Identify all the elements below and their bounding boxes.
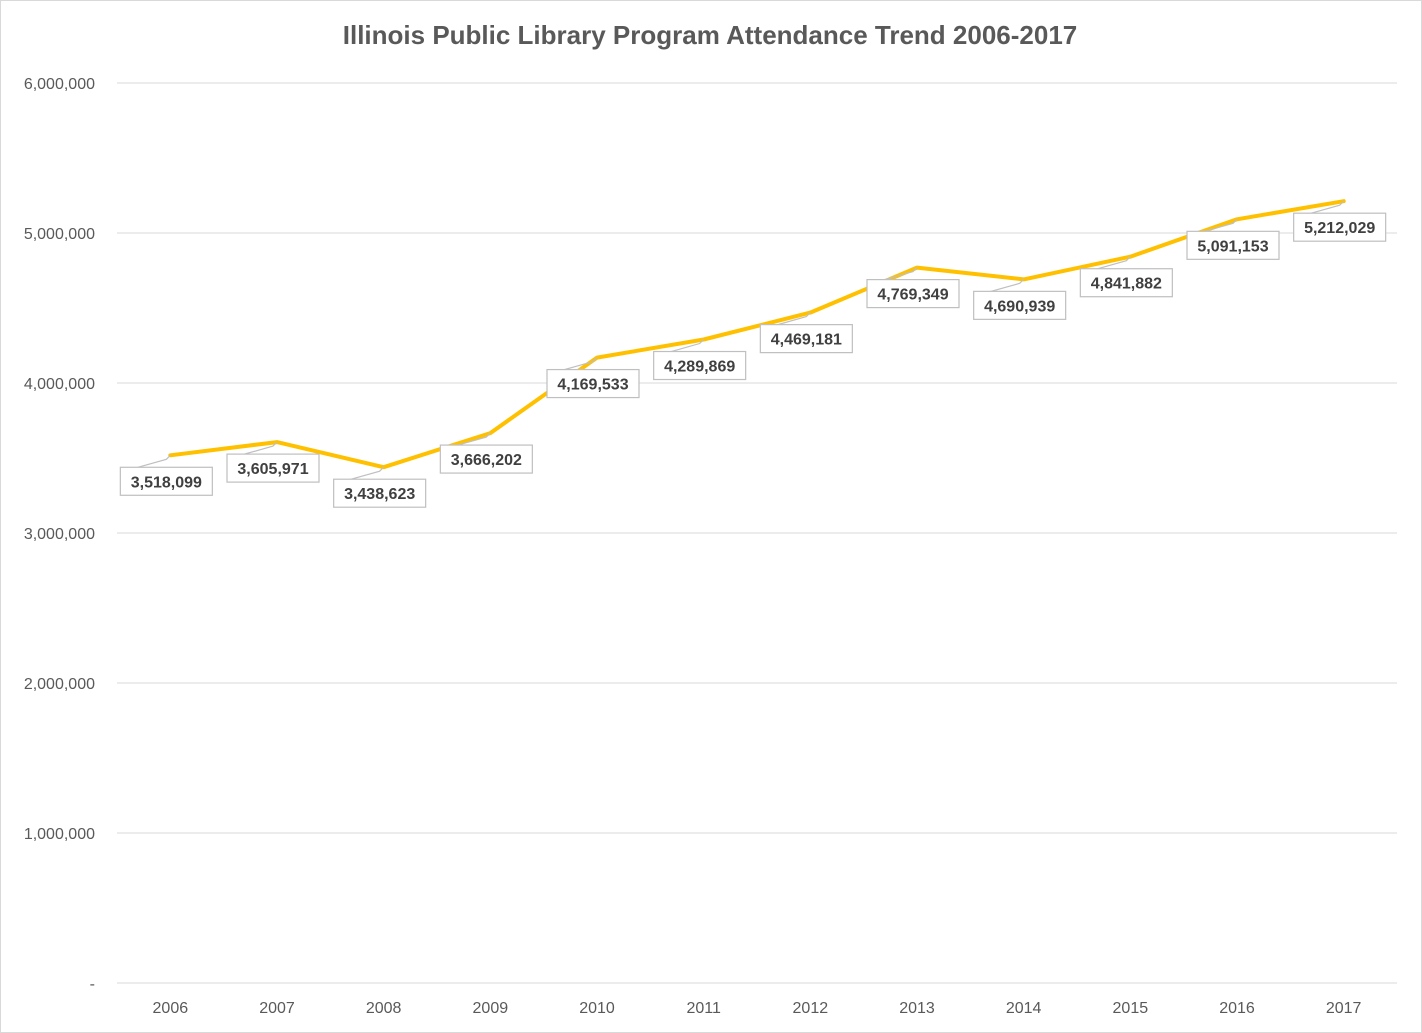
- data-label: 4,769,349: [866, 267, 960, 309]
- leader-line: [560, 357, 598, 372]
- leader-line: [347, 466, 385, 481]
- data-label-text: 3,605,971: [237, 461, 308, 478]
- data-label-text: 3,438,623: [344, 486, 415, 503]
- x-tick-label: 2016: [1219, 1000, 1255, 1017]
- x-tick-label: 2009: [473, 1000, 509, 1017]
- y-tick-label: 4,000,000: [24, 376, 95, 393]
- data-label-text: 5,212,029: [1304, 220, 1375, 237]
- label-box: [439, 444, 533, 474]
- leader-line: [454, 432, 491, 447]
- label-box: [1293, 212, 1387, 242]
- x-tick-label: 2007: [259, 1000, 295, 1017]
- data-label-text: 4,841,882: [1091, 276, 1162, 293]
- leader-line: [880, 267, 918, 282]
- label-box: [866, 278, 960, 309]
- leader-line: [774, 312, 811, 327]
- label-box: [653, 350, 747, 381]
- x-tick-label: 2014: [1006, 1000, 1042, 1017]
- label-box: [226, 453, 320, 483]
- x-tick-label: 2011: [686, 1000, 721, 1017]
- series-line: [168, 199, 1346, 470]
- data-label-text: 4,469,181: [771, 332, 842, 349]
- y-tick-label: 1,000,000: [24, 826, 95, 843]
- data-label: 3,666,202: [439, 432, 533, 474]
- label-box: [119, 466, 213, 496]
- data-label-text: 4,289,869: [664, 359, 735, 376]
- y-tick-label: 6,000,000: [24, 76, 95, 93]
- leader-line: [987, 278, 1025, 293]
- leader-line: [134, 454, 171, 469]
- data-label: 3,605,971: [226, 441, 320, 483]
- label-box: [1079, 268, 1173, 298]
- data-label-text: 4,769,349: [877, 287, 948, 304]
- leader-line: [1307, 200, 1345, 215]
- y-tick-label: 2,000,000: [24, 676, 95, 693]
- data-label: 4,289,869: [653, 339, 747, 381]
- label-box: [546, 368, 640, 399]
- data-label-text: 5,091,153: [1197, 238, 1268, 255]
- data-label: 4,169,533: [546, 357, 640, 399]
- data-label-text: 4,169,533: [557, 377, 628, 394]
- label-box: [973, 290, 1067, 320]
- chart-title: Illinois Public Library Program Attendan…: [342, 20, 1078, 50]
- data-label: 3,438,623: [333, 466, 427, 508]
- y-tick-label: 3,000,000: [24, 526, 95, 543]
- data-label: 5,212,029: [1293, 200, 1387, 242]
- label-box: [759, 324, 853, 354]
- y-tick-label: -: [90, 976, 95, 993]
- data-label: 3,518,099: [119, 454, 213, 496]
- label-box: [1186, 230, 1280, 260]
- x-tick-label: 2010: [579, 1000, 615, 1017]
- data-label-text: 3,666,202: [451, 452, 522, 469]
- leader-line: [667, 339, 705, 354]
- data-label: 4,841,882: [1079, 256, 1173, 298]
- data-label: 5,091,153: [1186, 218, 1280, 260]
- x-tick-label: 2006: [153, 1000, 189, 1017]
- x-tick-label: 2012: [793, 1000, 829, 1017]
- x-tick-label: 2015: [1113, 1000, 1149, 1017]
- y-tick-label: 5,000,000: [24, 226, 95, 243]
- x-tick-label: 2013: [899, 1000, 935, 1017]
- x-tick-label: 2008: [366, 1000, 402, 1017]
- leader-line: [240, 441, 278, 456]
- data-label: 4,690,939: [973, 278, 1067, 320]
- leader-line: [1200, 218, 1238, 233]
- data-label-text: 4,690,939: [984, 298, 1055, 315]
- x-tick-label: 2017: [1326, 1000, 1362, 1017]
- label-box: [333, 478, 427, 508]
- leader-line: [1094, 256, 1131, 271]
- data-label: 4,469,181: [759, 312, 853, 354]
- data-label-text: 3,518,099: [131, 474, 202, 491]
